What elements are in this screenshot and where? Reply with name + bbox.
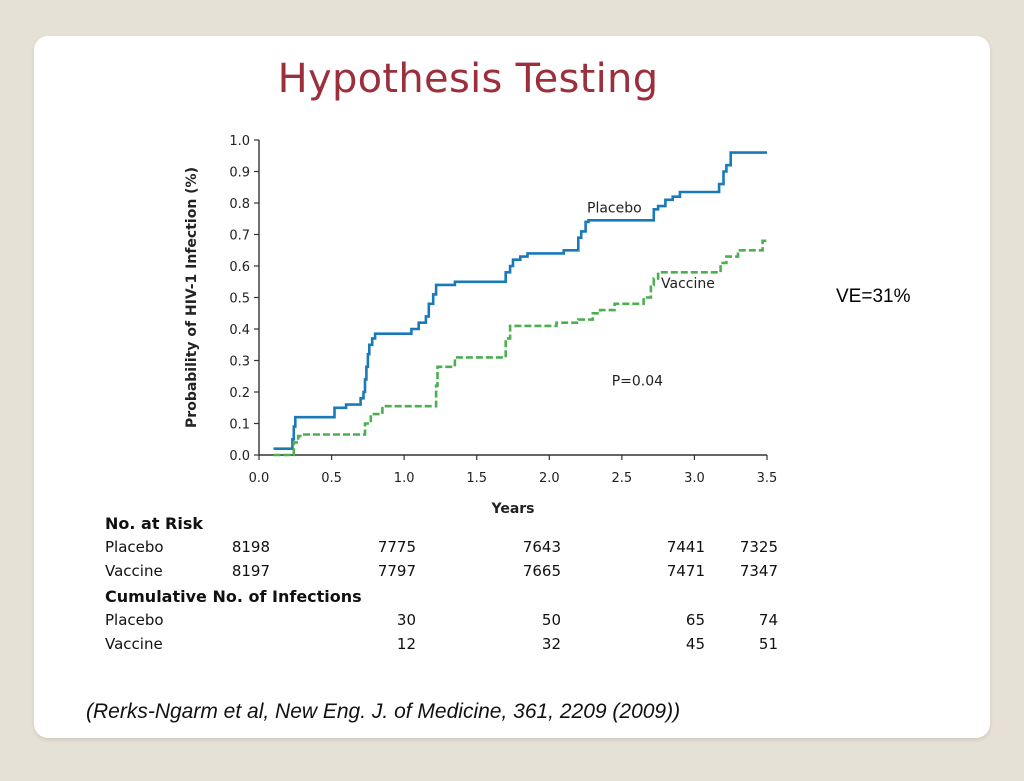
table-cell: 50 <box>541 611 561 629</box>
table-cell: 74 <box>758 611 778 629</box>
at-risk-header: No. at Risk <box>105 514 204 533</box>
table-cell: 45 <box>685 635 705 653</box>
x-tick-label: 2.5 <box>612 471 633 486</box>
y-tick-label: 0.3 <box>229 355 250 370</box>
y-tick-label: 0.7 <box>229 229 250 244</box>
x-tick-label: 2.0 <box>539 471 560 486</box>
at-risk-placebo-label: Placebo <box>105 538 164 556</box>
ve-note: VE=31% <box>836 286 911 307</box>
y-tick-label: 0.6 <box>229 260 250 275</box>
table-cell: 7665 <box>522 562 561 580</box>
table-cell: 32 <box>541 635 561 653</box>
table-cell: 8198 <box>231 538 270 556</box>
x-tick-label: 1.0 <box>394 471 415 486</box>
y-tick-label: 1.0 <box>229 134 250 149</box>
series-line-vaccine <box>273 239 767 457</box>
y-tick-label: 0.0 <box>229 449 250 464</box>
table-cell: 30 <box>396 611 416 629</box>
at-risk-vaccine-label: Vaccine <box>105 562 163 580</box>
table-cell: 7797 <box>377 562 416 580</box>
y-axis-label: Probability of HIV-1 Infection (%) <box>184 167 200 428</box>
chart-series-layer <box>273 151 767 457</box>
y-tick-label: 0.8 <box>229 197 250 212</box>
y-tick-label: 0.4 <box>229 323 250 338</box>
chart-annotation: P=0.04 <box>612 374 663 390</box>
table-cell: 12 <box>396 635 416 653</box>
table-cell: 7441 <box>666 538 705 556</box>
x-tick-label: 3.0 <box>684 471 705 486</box>
infections-header: Cumulative No. of Infections <box>105 587 362 606</box>
y-tick-label: 0.9 <box>229 166 250 181</box>
infections-placebo-label: Placebo <box>105 611 164 629</box>
table-cell: 7775 <box>377 538 416 556</box>
citation: (Rerks-Ngarm et al, New Eng. J. of Medic… <box>86 700 681 723</box>
x-tick-label: 0.5 <box>321 471 342 486</box>
infections-vaccine-label: Vaccine <box>105 635 163 653</box>
x-axis-label: Years <box>490 501 534 517</box>
x-tick-label: 0.0 <box>249 471 270 486</box>
chart-annotation: Vaccine <box>661 276 715 292</box>
table-cell: 7471 <box>666 562 705 580</box>
chart-annotations: Placebo Vaccine P=0.04 <box>587 200 715 389</box>
series-line-placebo <box>273 151 767 450</box>
slide-card <box>34 36 990 738</box>
x-tick-label: 3.5 <box>757 471 778 486</box>
table-cell: 7347 <box>739 562 778 580</box>
y-tick-label: 0.1 <box>229 418 250 433</box>
chart-annotation: Placebo <box>587 200 642 216</box>
table-cell: 65 <box>685 611 705 629</box>
chart-axes: 0.0 0.1 0.2 0.3 0.4 0.5 0.6 0.7 0.8 0.9 1.0 0.0 0.5 1… <box>229 134 777 486</box>
table-cell: 7325 <box>739 538 778 556</box>
y-tick-label: 0.2 <box>229 386 250 401</box>
y-tick-label: 0.5 <box>229 292 250 307</box>
table-cell: 51 <box>758 635 778 653</box>
table-cell: 8197 <box>231 562 270 580</box>
x-tick-label: 1.5 <box>466 471 487 486</box>
table-cell: 7643 <box>522 538 561 556</box>
slide-title: Hypothesis Testing <box>277 56 659 102</box>
